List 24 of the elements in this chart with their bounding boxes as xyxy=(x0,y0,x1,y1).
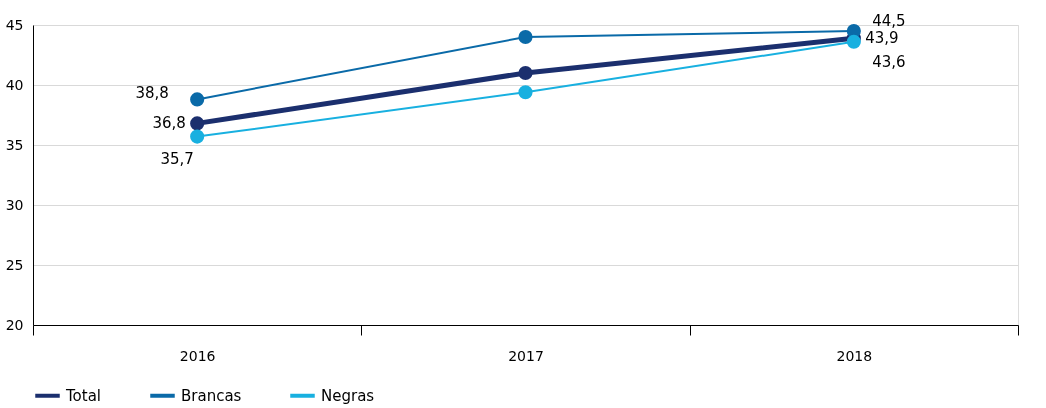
point xyxy=(518,85,533,100)
y-tick-label: 20 xyxy=(5,316,24,333)
point xyxy=(190,92,205,107)
point xyxy=(190,116,205,131)
point xyxy=(190,129,205,144)
data-label: 44,5 xyxy=(872,12,906,30)
y-tick-label: 35 xyxy=(5,136,24,153)
y-tick-label: 30 xyxy=(5,196,24,213)
data-label: 38,8 xyxy=(135,84,169,103)
y-tick-label: 45 xyxy=(5,16,24,33)
data-label: 36,8 xyxy=(152,114,186,133)
data-label: 43,9 xyxy=(865,29,899,48)
x-tick-label: 2017 xyxy=(508,347,544,364)
x-tick-label: 2016 xyxy=(179,347,216,364)
y-tick-label: 25 xyxy=(5,256,24,273)
legend-label: Negras xyxy=(321,386,375,405)
x-tick-label: 2018 xyxy=(836,347,873,364)
legend-label: Total xyxy=(65,386,102,405)
data-label: 43,6 xyxy=(872,52,906,71)
point xyxy=(518,65,533,81)
y-tick-label: 40 xyxy=(5,76,24,93)
point xyxy=(518,29,533,45)
data-label: 35,7 xyxy=(160,149,194,168)
legend-label: Brancas xyxy=(181,386,242,405)
